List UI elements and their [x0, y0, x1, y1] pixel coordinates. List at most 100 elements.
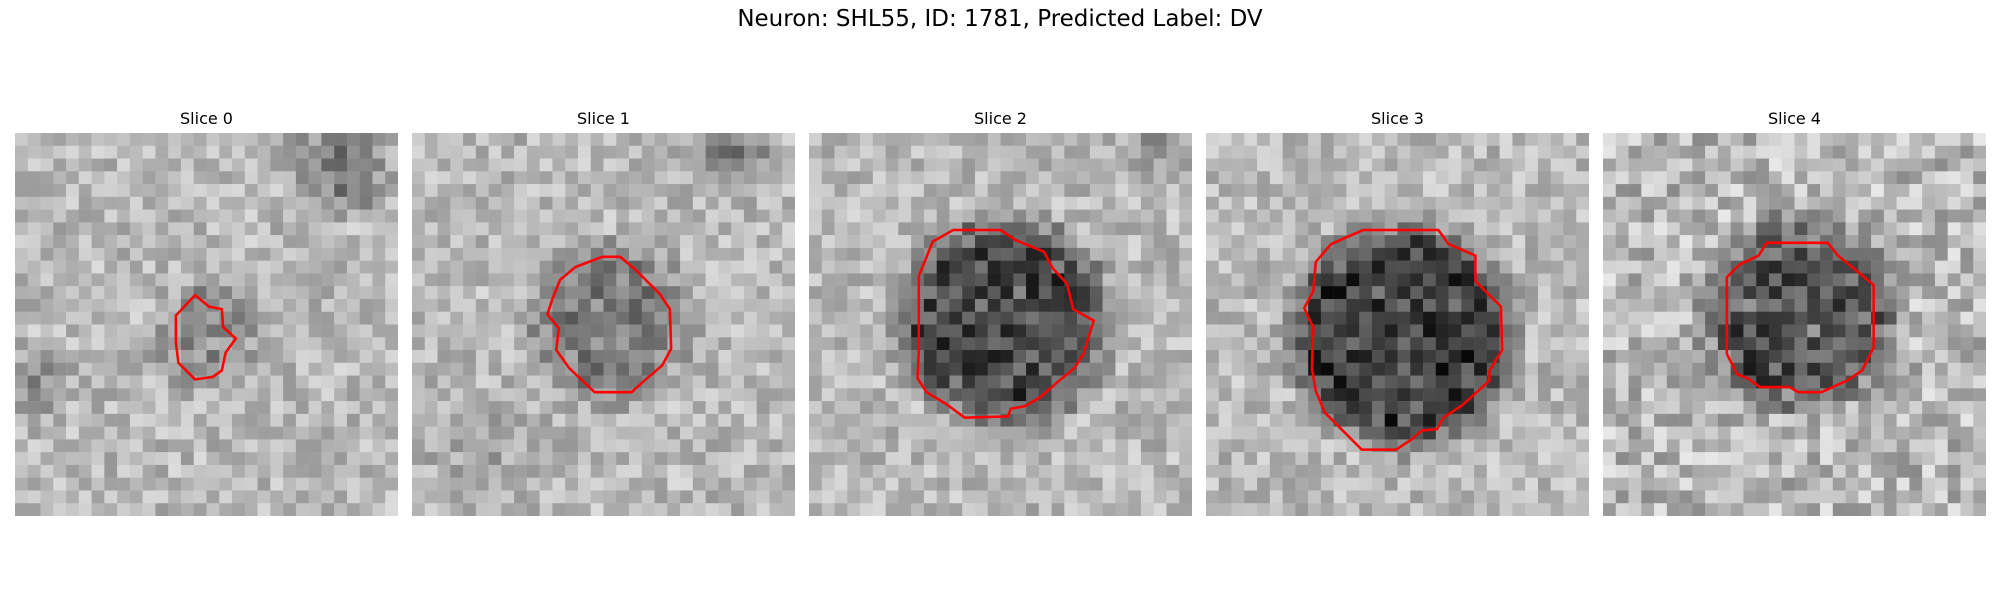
- pixel: [1576, 337, 1589, 350]
- pixel: [1538, 235, 1551, 248]
- pixel: [1206, 325, 1219, 338]
- pixel: [1232, 273, 1245, 286]
- pixel: [258, 159, 271, 172]
- pixel: [1052, 184, 1065, 197]
- pixel: [194, 197, 207, 210]
- pixel: [1436, 197, 1449, 210]
- pixel: [347, 465, 360, 478]
- pixel: [1795, 197, 1808, 210]
- pixel: [769, 465, 782, 478]
- pixel: [514, 388, 527, 401]
- pixel: [1449, 197, 1462, 210]
- pixel: [809, 312, 822, 325]
- pixel: [1718, 478, 1731, 491]
- pixel: [1629, 248, 1642, 261]
- pixel: [1654, 222, 1667, 235]
- pixel: [809, 299, 822, 312]
- pixel: [667, 363, 680, 376]
- pixel: [1013, 171, 1026, 184]
- pixel: [706, 350, 719, 363]
- pixel: [1052, 478, 1065, 491]
- pixel: [1512, 465, 1525, 478]
- pixel: [296, 210, 309, 223]
- pixel: [1295, 401, 1308, 414]
- pixel: [283, 222, 296, 235]
- pixel: [565, 222, 578, 235]
- pixel: [809, 146, 822, 159]
- pixel: [1487, 146, 1500, 159]
- pixel: [1641, 171, 1654, 184]
- pixel: [937, 159, 950, 172]
- pixel: [15, 478, 28, 491]
- pixel: [1743, 197, 1756, 210]
- pixel: [1922, 248, 1935, 261]
- pixel: [1909, 171, 1922, 184]
- pixel: [975, 325, 988, 338]
- pixel: [655, 376, 668, 389]
- pixel: [207, 401, 220, 414]
- pixel: [283, 159, 296, 172]
- pixel: [28, 478, 41, 491]
- pixel: [782, 299, 795, 312]
- pixel: [1641, 503, 1654, 516]
- pixel: [527, 401, 540, 414]
- pixel: [1410, 184, 1423, 197]
- pixel: [412, 171, 425, 184]
- pixel: [1884, 439, 1897, 452]
- pixel: [975, 197, 988, 210]
- pixel: [667, 490, 680, 503]
- pixel: [680, 159, 693, 172]
- pixel: [1603, 363, 1616, 376]
- pixel: [1321, 452, 1334, 465]
- pixel: [1705, 388, 1718, 401]
- pixel: [194, 337, 207, 350]
- pixel: [1487, 490, 1500, 503]
- pixel: [321, 350, 334, 363]
- pixel: [66, 312, 79, 325]
- pixel: [1743, 503, 1756, 516]
- pixel: [1603, 146, 1616, 159]
- pixel: [1334, 401, 1347, 414]
- pixel: [1141, 478, 1154, 491]
- pixel: [28, 363, 41, 376]
- pixel: [283, 388, 296, 401]
- pixel: [1884, 171, 1897, 184]
- pixel: [1871, 235, 1884, 248]
- pixel: [937, 376, 950, 389]
- pixel: [296, 490, 309, 503]
- pixel: [1039, 184, 1052, 197]
- pixel: [258, 261, 271, 274]
- pixel: [1052, 363, 1065, 376]
- pixel: [1922, 452, 1935, 465]
- pixel: [1257, 401, 1270, 414]
- pixel: [130, 261, 143, 274]
- pixel: [1641, 159, 1654, 172]
- pixel: [372, 159, 385, 172]
- pixel: [527, 363, 540, 376]
- pixel: [591, 184, 604, 197]
- pixel: [873, 184, 886, 197]
- pixel: [1922, 197, 1935, 210]
- pixel: [1743, 490, 1756, 503]
- pixel: [1103, 388, 1116, 401]
- pixel: [1743, 312, 1756, 325]
- pixel: [219, 337, 232, 350]
- pixel: [1563, 222, 1576, 235]
- pixel: [1692, 248, 1705, 261]
- pixel: [1166, 388, 1179, 401]
- pixel: [438, 401, 451, 414]
- pixel: [911, 478, 924, 491]
- pixel: [1052, 490, 1065, 503]
- pixel: [1667, 197, 1680, 210]
- pixel: [835, 222, 848, 235]
- pixel: [1897, 146, 1910, 159]
- pixel: [372, 439, 385, 452]
- pixel: [540, 388, 553, 401]
- pixel: [270, 273, 283, 286]
- pixel: [1423, 248, 1436, 261]
- pixel: [655, 273, 668, 286]
- pixel: [514, 414, 527, 427]
- pixel: [642, 248, 655, 261]
- pixel: [552, 465, 565, 478]
- pixel: [1244, 465, 1257, 478]
